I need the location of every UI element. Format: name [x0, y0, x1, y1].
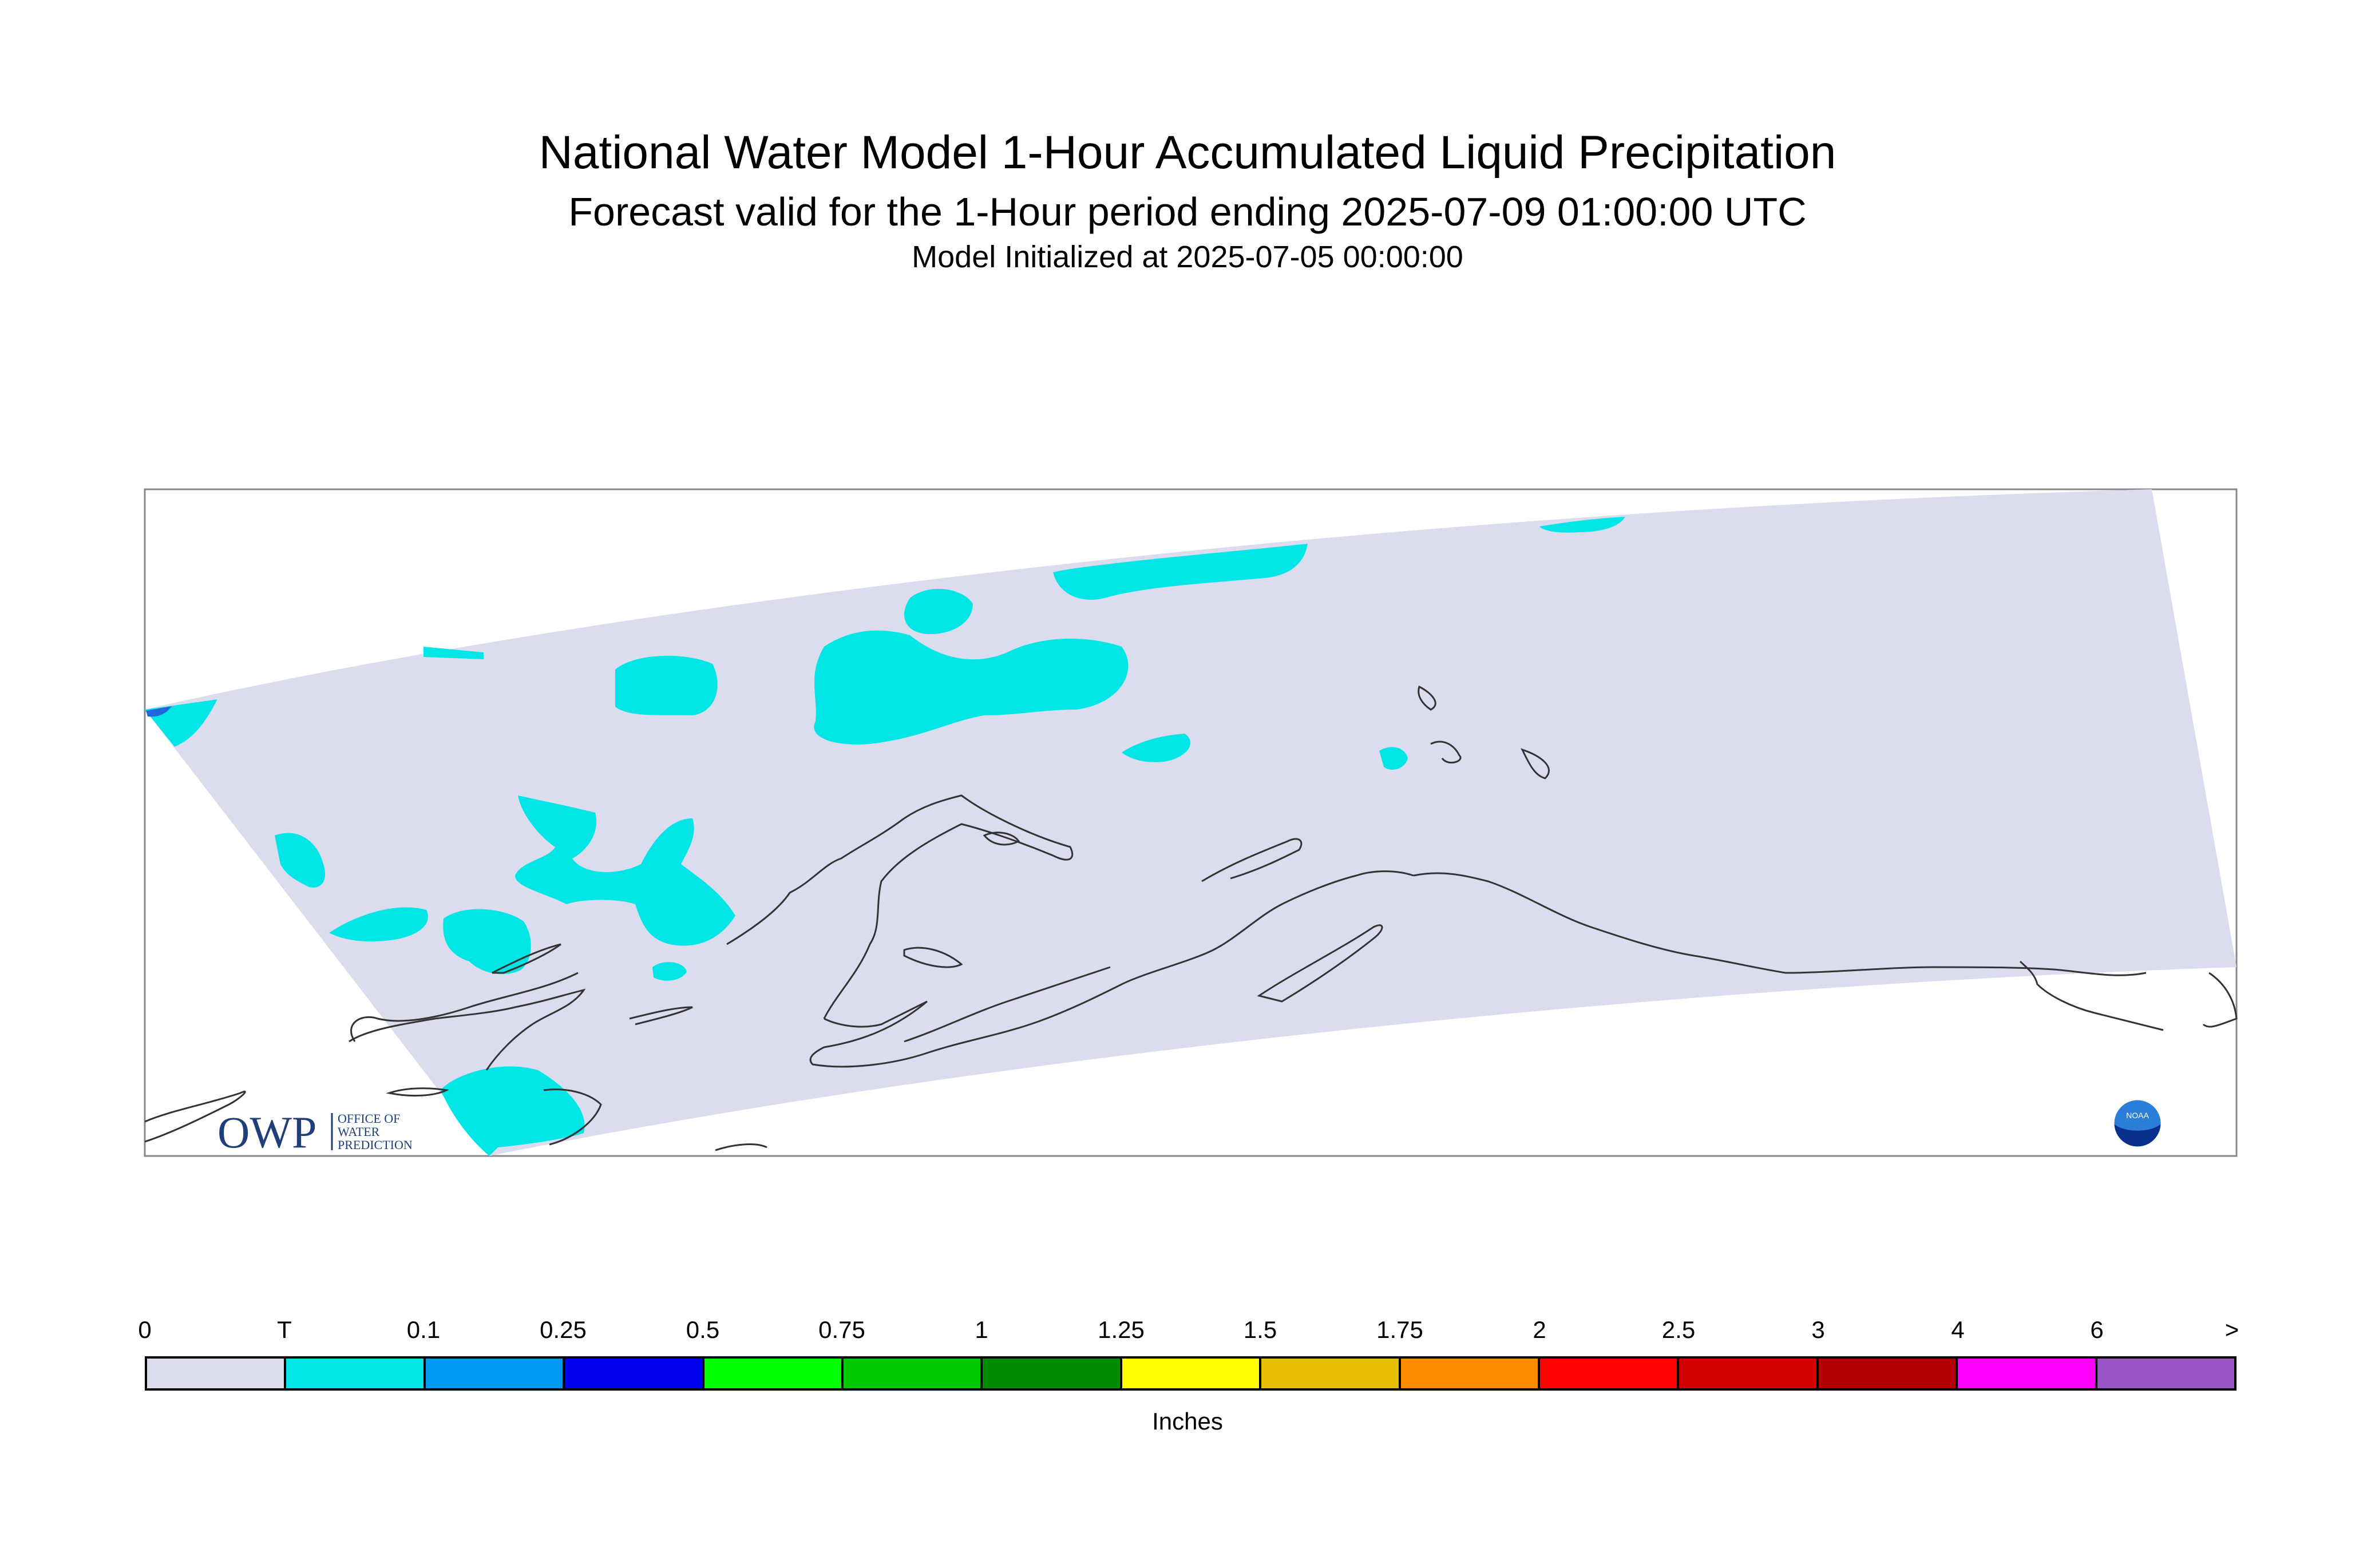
legend-swatch: [1958, 1359, 2097, 1388]
legend-tick-label: 2.5: [1662, 1316, 1695, 1344]
legend-swatch: [565, 1359, 704, 1388]
legend-swatch: [704, 1359, 844, 1388]
legend-tick-label: 4: [1951, 1316, 1964, 1344]
legend-tick-label: 6: [2090, 1316, 2103, 1344]
legend-swatch: [147, 1359, 286, 1388]
legend-tick-label: 0: [138, 1316, 151, 1344]
precip-area: [615, 656, 718, 715]
legend-swatch: [844, 1359, 983, 1388]
legend-swatch: [426, 1359, 565, 1388]
legend-swatch: [1540, 1359, 1679, 1388]
legend-units: Inches: [0, 1408, 2375, 1435]
noaa-logo: NOAA: [2113, 1099, 2162, 1147]
legend-swatch: [1122, 1359, 1261, 1388]
legend-swatch: [1819, 1359, 1958, 1388]
legend-tick-label: 0.1: [407, 1316, 440, 1344]
owp-logo-letters: OWP: [217, 1107, 316, 1157]
owp-logo-line-2: WATER: [338, 1124, 380, 1139]
legend-tick-label: 0.5: [686, 1316, 719, 1344]
legend-tick-label: >: [2225, 1316, 2239, 1344]
legend-swatch: [1679, 1359, 1818, 1388]
legend-swatch: [1401, 1359, 1540, 1388]
legend-tick-label: 1.25: [1098, 1316, 1145, 1344]
legend-tick-label: 3: [1811, 1316, 1824, 1344]
legend-swatch: [2097, 1359, 2234, 1388]
owp-logo-line-1: OFFICE OF: [338, 1111, 400, 1126]
legend-tick-label: 1: [975, 1316, 988, 1344]
legend-colorbar: [145, 1356, 2237, 1391]
legend-tick-label: 1.5: [1244, 1316, 1277, 1344]
legend-tick-label: T: [277, 1316, 292, 1344]
legend-tick-label: 0.75: [818, 1316, 865, 1344]
legend-swatch: [983, 1359, 1122, 1388]
owp-logo-line-3: PREDICTION: [338, 1138, 413, 1152]
legend-tick-label: 2: [1533, 1316, 1546, 1344]
legend-swatch: [1261, 1359, 1400, 1388]
legend-swatch: [286, 1359, 425, 1388]
legend-tick-label: 1.75: [1376, 1316, 1423, 1344]
noaa-logo-text: NOAA: [2126, 1111, 2149, 1120]
legend-tick-label: 0.25: [540, 1316, 587, 1344]
